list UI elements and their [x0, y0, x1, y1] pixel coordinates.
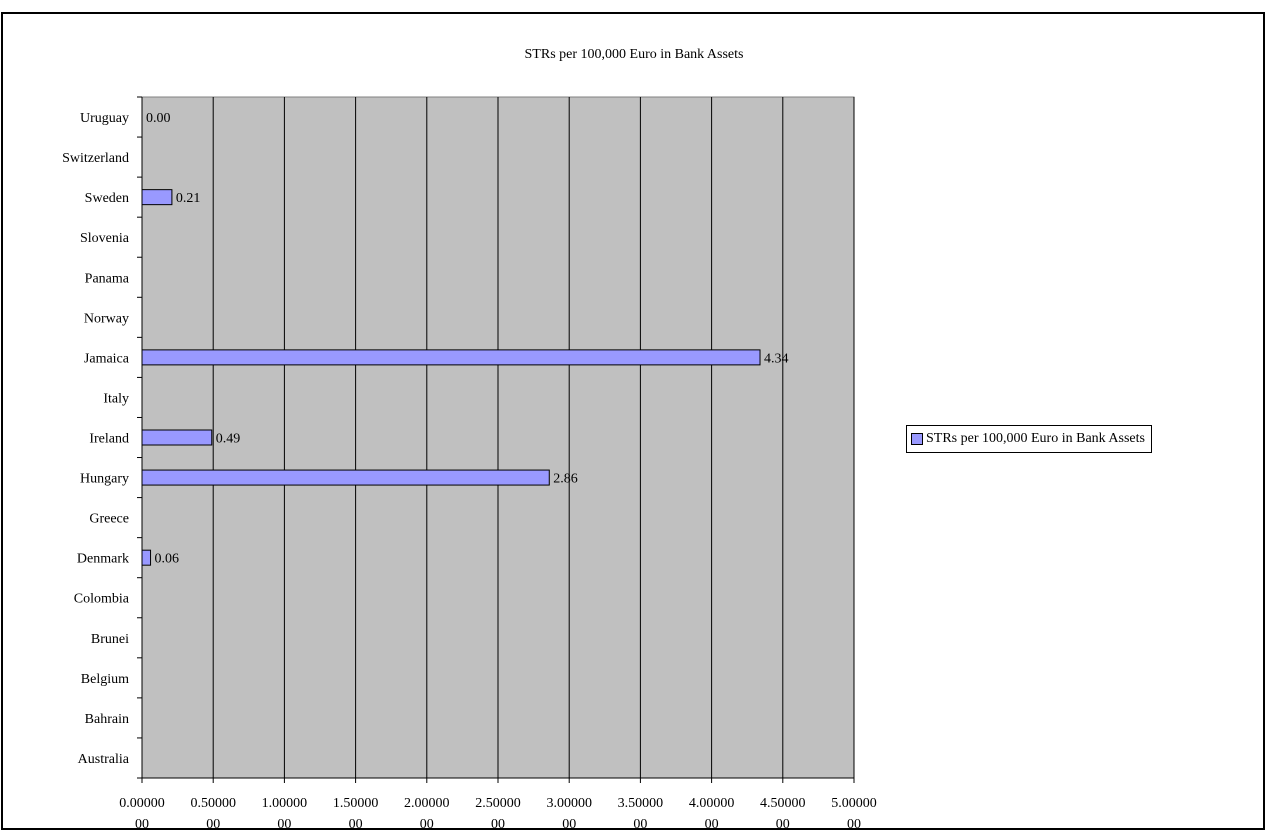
bar — [141, 549, 152, 566]
x-tick-label: 1.00000 — [262, 796, 308, 811]
data-label: 0.00 — [146, 111, 171, 126]
bar — [141, 469, 550, 486]
x-tick-label-line2: 00 — [491, 817, 505, 832]
y-tick-label: Uruguay — [80, 111, 129, 126]
y-tick-label: Panama — [85, 271, 130, 286]
x-tick-label-line2: 00 — [349, 817, 363, 832]
y-tick-label: Hungary — [80, 472, 129, 487]
y-tick-label: Ireland — [89, 432, 129, 447]
x-tick-label-line2: 00 — [776, 817, 790, 832]
y-tick-label: Italy — [103, 391, 129, 406]
x-tick-label-line2: 00 — [206, 817, 220, 832]
data-label: 0.06 — [155, 552, 180, 567]
x-tick-label: 4.00000 — [689, 796, 735, 811]
x-tick-label: 2.00000 — [404, 796, 450, 811]
x-tick-label-line2: 00 — [847, 817, 861, 832]
y-tick-label: Australia — [78, 752, 130, 767]
x-tick-label: 3.00000 — [546, 796, 592, 811]
y-tick-label: Jamaica — [84, 351, 130, 366]
y-tick-label: Greece — [89, 512, 129, 527]
y-tick-label: Sweden — [85, 191, 129, 206]
x-tick-label-line2: 00 — [705, 817, 719, 832]
data-label: 0.49 — [216, 432, 241, 447]
x-tick-label: 0.00000 — [119, 796, 165, 811]
data-label: 4.34 — [764, 351, 789, 366]
y-tick-label: Belgium — [81, 672, 129, 687]
bar — [141, 349, 761, 366]
x-tick-label: 2.50000 — [475, 796, 521, 811]
bar — [141, 189, 173, 206]
x-tick-label-line2: 00 — [633, 817, 647, 832]
x-tick-label: 0.50000 — [190, 796, 236, 811]
legend-label: STRs per 100,000 Euro in Bank Assets — [926, 431, 1145, 446]
x-tick-label-line2: 00 — [135, 817, 149, 832]
legend-swatch — [911, 433, 923, 445]
y-tick-label: Norway — [84, 311, 129, 326]
x-tick-label: 5.00000 — [831, 796, 877, 811]
x-tick-label: 4.50000 — [760, 796, 806, 811]
x-tick-label: 1.50000 — [333, 796, 379, 811]
y-tick-label: Colombia — [74, 592, 130, 607]
chart-title: STRs per 100,000 Euro in Bank Assets — [524, 47, 744, 62]
x-tick-label-line2: 00 — [420, 817, 434, 832]
y-tick-label: Slovenia — [80, 231, 130, 246]
x-tick-label-line2: 00 — [277, 817, 291, 832]
x-tick-label: 3.50000 — [618, 796, 664, 811]
y-tick-label: Denmark — [77, 552, 129, 567]
legend: STRs per 100,000 Euro in Bank Assets — [906, 425, 1152, 453]
y-tick-label: Brunei — [91, 632, 129, 647]
x-tick-label-line2: 00 — [562, 817, 576, 832]
y-tick-label: Bahrain — [85, 712, 129, 727]
bar — [141, 429, 213, 446]
data-label: 2.86 — [553, 472, 578, 487]
y-tick-label: Switzerland — [62, 151, 129, 166]
data-label: 0.21 — [176, 191, 201, 206]
